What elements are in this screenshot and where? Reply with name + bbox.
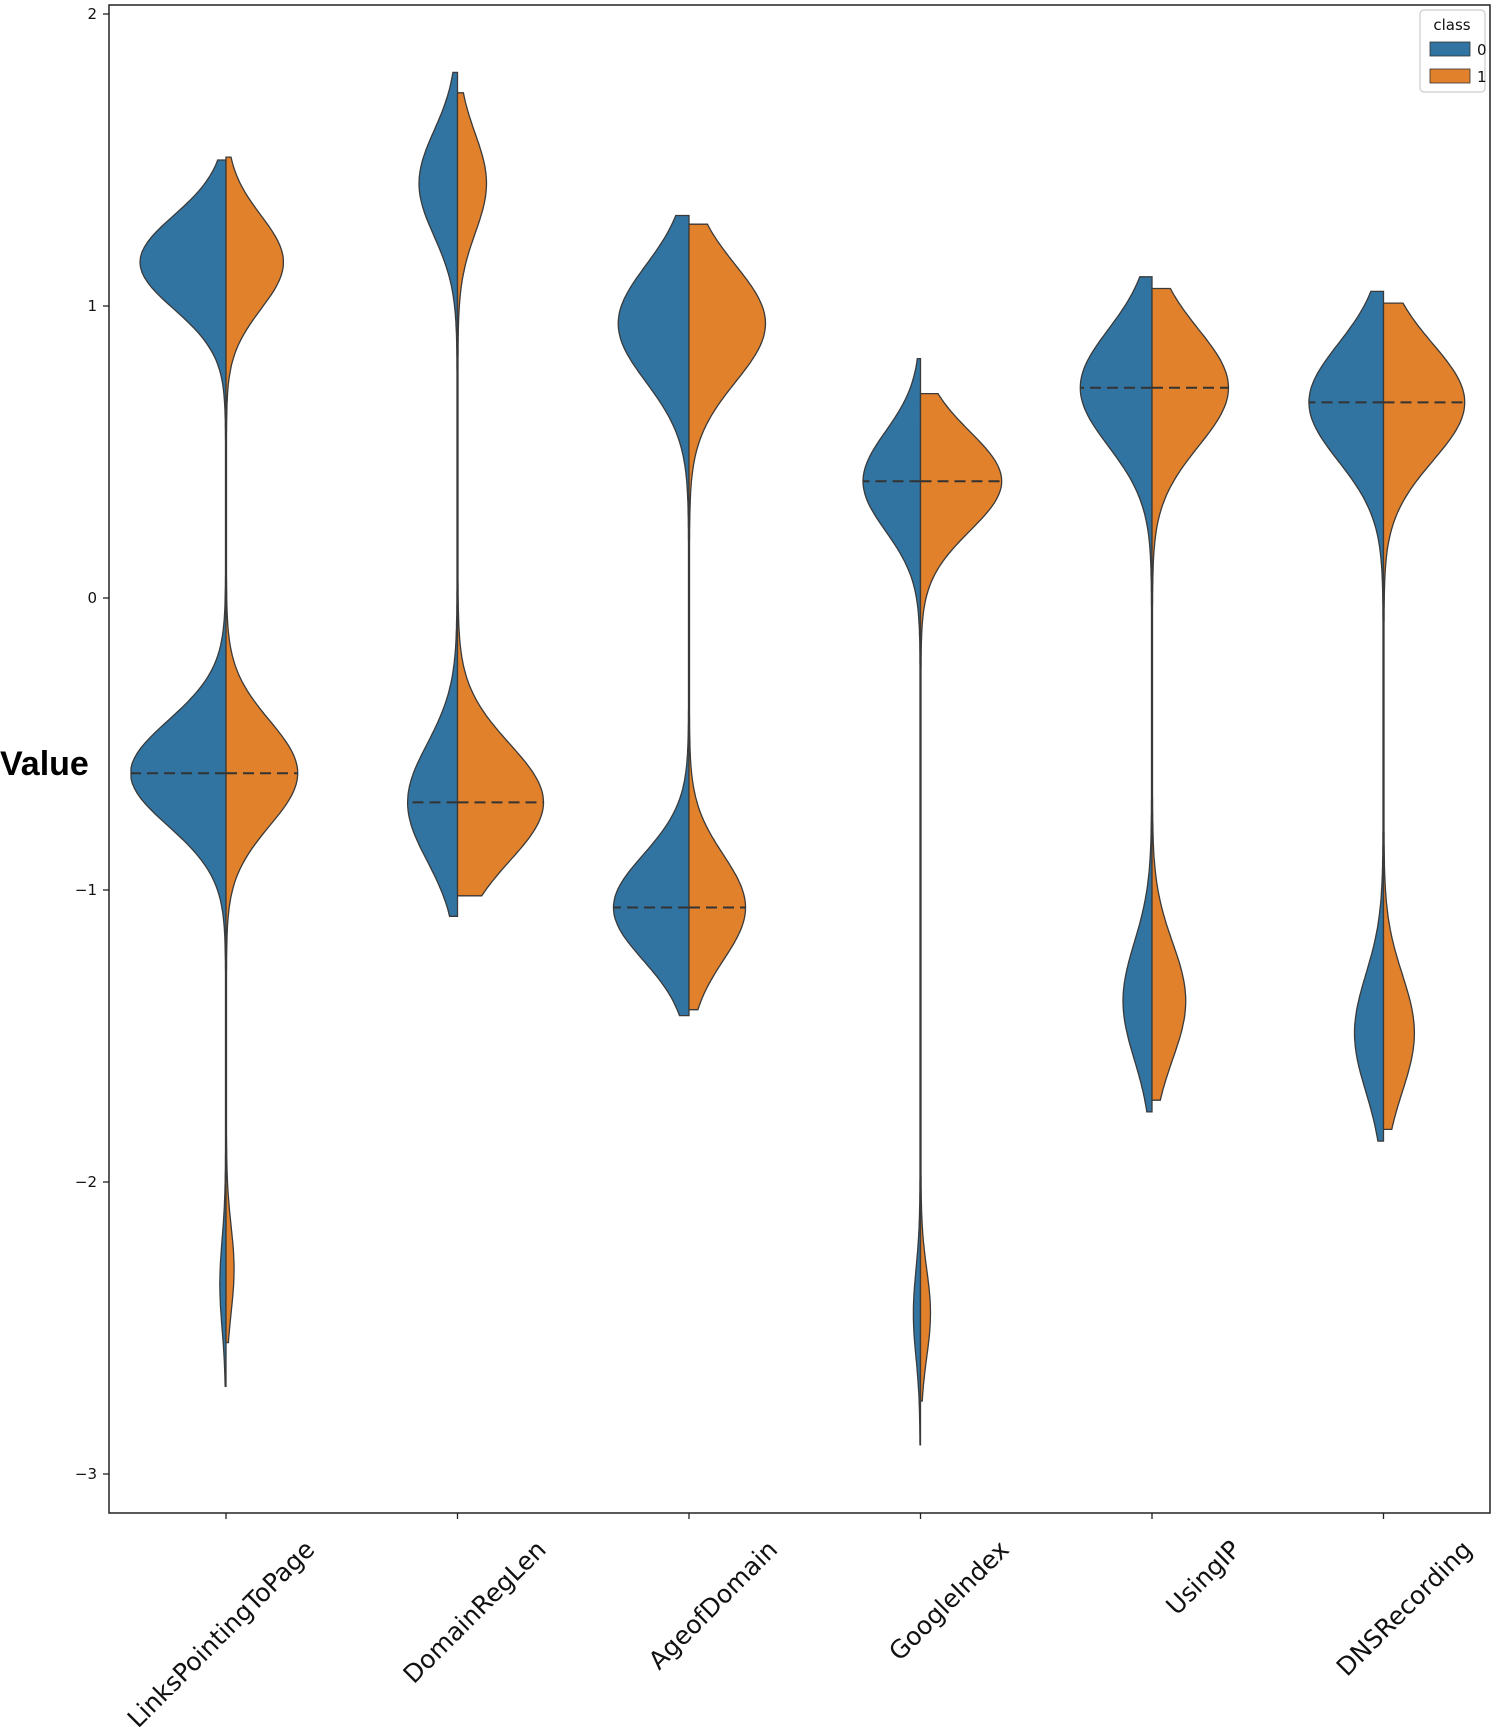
violin-half-class-1 [225,156,299,1344]
legend-label-0: 0 [1477,41,1487,59]
legend-swatch-1 [1429,68,1471,84]
violin-half-class-0 [862,357,922,1446]
legend-label-1: 1 [1477,68,1487,86]
x-tick-label: DNSRecording [1331,1535,1478,1682]
violin-half-class-0 [612,214,690,1017]
x-tick-label: UsingIP [1160,1535,1246,1621]
violin-half-class-0 [1308,290,1385,1142]
y-tick-label: −1 [75,881,97,899]
violin-half-class-1 [1382,302,1466,1131]
violin-half-class-0 [406,71,459,917]
legend-title: class [1433,16,1470,34]
violin-half-class-1 [1151,287,1230,1101]
plot-frame [108,4,1491,1514]
x-tick-label: DomainRegLen [397,1535,551,1689]
violin-half-class-1 [456,92,545,897]
violin-group [130,156,299,1388]
y-axis: 2 1 0 −1 −2 −3 [75,5,109,1483]
violin-group [406,71,545,917]
violin-half-class-1 [688,223,767,1011]
x-axis: LinksPointingToPage DomainRegLen AgeofDoma… [122,1513,1478,1727]
violins-layer [130,71,1466,1446]
violin-half-class-0 [1079,276,1153,1113]
y-axis-label: Value [0,745,89,783]
y-tick-label: −3 [75,1465,97,1483]
y-tick-label: 1 [87,297,97,315]
y-tick-label: 2 [87,5,97,23]
x-tick-label: AgeofDomain [643,1535,783,1675]
violin-group [862,357,1003,1446]
legend: class 0 1 [1419,9,1487,93]
y-tick-label: 0 [87,589,97,607]
violin-half-class-1 [919,392,1003,1402]
violin-group [1079,276,1230,1113]
legend-swatch-0 [1429,41,1471,57]
violin-group [1308,290,1466,1142]
x-tick-label: LinksPointingToPage [122,1535,321,1727]
y-tick-label: −2 [75,1173,97,1191]
violin-group [612,214,767,1017]
violin-half-class-0 [130,159,227,1388]
x-tick-label: GoogleIndex [883,1535,1015,1667]
